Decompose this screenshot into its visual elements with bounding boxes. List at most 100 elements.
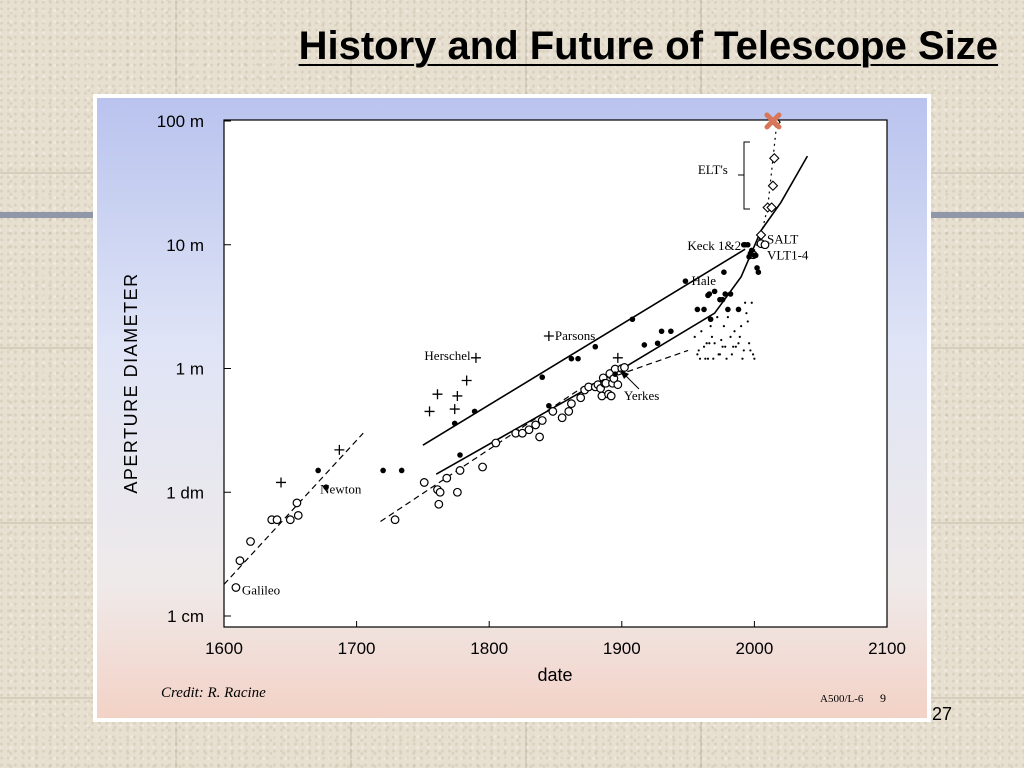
data-point-small-dot	[747, 342, 751, 345]
data-point-small-dot	[716, 316, 719, 319]
data-point-open-diamond	[767, 180, 779, 191]
annotation-label: ELT's	[698, 162, 728, 177]
data-point-small-dot	[700, 330, 703, 333]
data-point-small-dot	[725, 357, 728, 360]
data-point-filled-dot	[727, 291, 734, 297]
data-point-filled-dot	[592, 343, 599, 350]
data-point-filled-dot	[380, 467, 386, 474]
annotation-label: Herschel	[424, 348, 471, 363]
data-point-small-dot	[693, 335, 696, 339]
fit-line-dashed	[223, 432, 364, 585]
data-point-filled-dot	[748, 247, 755, 254]
data-point-plus	[432, 389, 443, 400]
data-point-open-circle	[478, 462, 487, 472]
page-number: 27	[932, 704, 953, 724]
data-point-filled-dot	[744, 241, 751, 248]
data-point-open-circle	[613, 380, 623, 390]
data-point-small-dot	[753, 357, 756, 360]
data-point-plus	[543, 331, 554, 342]
data-point-small-dot	[713, 342, 716, 345]
data-point-small-dot	[744, 301, 747, 304]
data-point-filled-dot	[568, 355, 575, 362]
data-point-small-dot	[730, 353, 733, 356]
data-point-filled-dot	[735, 306, 742, 313]
data-point-small-dot	[751, 353, 755, 356]
data-point-filled-dot	[539, 374, 546, 381]
data-point-filled-dot	[754, 265, 760, 271]
data-point-open-circle	[435, 487, 445, 497]
data-point-filled-dot	[682, 278, 689, 284]
data-point-small-dot	[737, 342, 740, 345]
y-tick-label: 100 m	[157, 112, 204, 131]
data-point-small-dot	[742, 349, 745, 352]
data-point-open-diamond	[755, 229, 767, 241]
data-point-small-dot	[702, 345, 706, 348]
data-point-filled-dot	[451, 420, 458, 427]
y-tick-label: 1 cm	[167, 607, 204, 626]
data-point-small-dot	[698, 357, 702, 360]
data-point-small-dot	[732, 345, 735, 348]
data-point-small-dot	[746, 320, 749, 323]
plot-area	[223, 119, 888, 628]
data-point-open-circle	[620, 363, 629, 372]
elt-bracket	[738, 141, 750, 210]
data-point-filled-dot	[725, 306, 731, 313]
data-point-plus	[452, 390, 463, 401]
data-point-open-circle	[535, 432, 544, 442]
data-point-open-circle	[531, 420, 541, 430]
data-point-open-circle	[434, 499, 444, 509]
data-point-filled-dot	[722, 291, 729, 297]
data-point-open-circle	[272, 515, 282, 525]
data-point-filled-dot	[706, 291, 713, 297]
y-tick-label: 1 m	[176, 360, 204, 379]
data-point-open-circle	[491, 438, 501, 448]
data-point-plus	[334, 444, 345, 455]
data-point-open-circle	[455, 466, 465, 475]
data-point-open-circle	[285, 515, 295, 525]
yerkes-arrow	[620, 370, 640, 390]
data-point-small-dot	[726, 316, 729, 319]
data-point-open-circle	[419, 478, 429, 487]
data-point-small-dot	[750, 301, 753, 304]
data-point-filled-dot	[694, 306, 701, 313]
data-point-filled-dot	[546, 402, 552, 409]
data-point-filled-dot	[654, 340, 661, 347]
data-point-open-circle	[557, 413, 567, 423]
data-point-plus	[461, 375, 472, 386]
data-point-open-circle	[246, 537, 255, 546]
data-point-filled-dot	[755, 269, 762, 276]
data-point-small-dot	[704, 357, 707, 360]
data-point-open-circle	[567, 399, 576, 409]
annotation-label: Keck 1&2	[687, 238, 741, 253]
data-point-open-diamond	[766, 202, 777, 213]
data-point-small-dot	[721, 345, 724, 348]
annotation-label: VLT1-4	[767, 247, 809, 262]
data-point-small-dot	[697, 349, 700, 352]
data-point-open-circle	[231, 583, 241, 592]
data-point-plus	[424, 406, 435, 417]
data-point-open-circle	[452, 487, 462, 497]
data-point-filled-dot	[711, 288, 718, 295]
data-point-small-dot	[712, 357, 715, 360]
data-point-filled-dot	[575, 355, 581, 362]
data-point-filled-dot	[701, 306, 707, 313]
telescope-size-figure: 100 m 10 m 1 m 1 dm 1 cm 1600 1700 1800 1900 200…	[93, 94, 931, 722]
data-point-open-circle	[576, 393, 586, 403]
annotation-label: Newton	[320, 482, 362, 497]
data-point-open-circle	[517, 428, 527, 438]
data-point-filled-dot	[721, 269, 727, 276]
data-point-small-dot	[708, 342, 711, 345]
data-point-small-dot	[745, 312, 748, 315]
data-point-open-circle	[537, 416, 547, 425]
x-tick-label: 1600	[205, 639, 243, 658]
x-tick-label: 2100	[868, 639, 906, 658]
data-point-small-dot	[717, 353, 720, 356]
data-point-small-dot	[710, 335, 714, 339]
data-point-cross	[764, 112, 782, 130]
x-tick-label: 1700	[338, 639, 376, 658]
data-point-open-circle	[524, 425, 534, 435]
x-axis-label: date	[537, 665, 572, 685]
y-tick-label: 10 m	[166, 236, 204, 255]
data-point-small-dot	[740, 325, 743, 328]
data-point-open-circle	[442, 473, 452, 483]
